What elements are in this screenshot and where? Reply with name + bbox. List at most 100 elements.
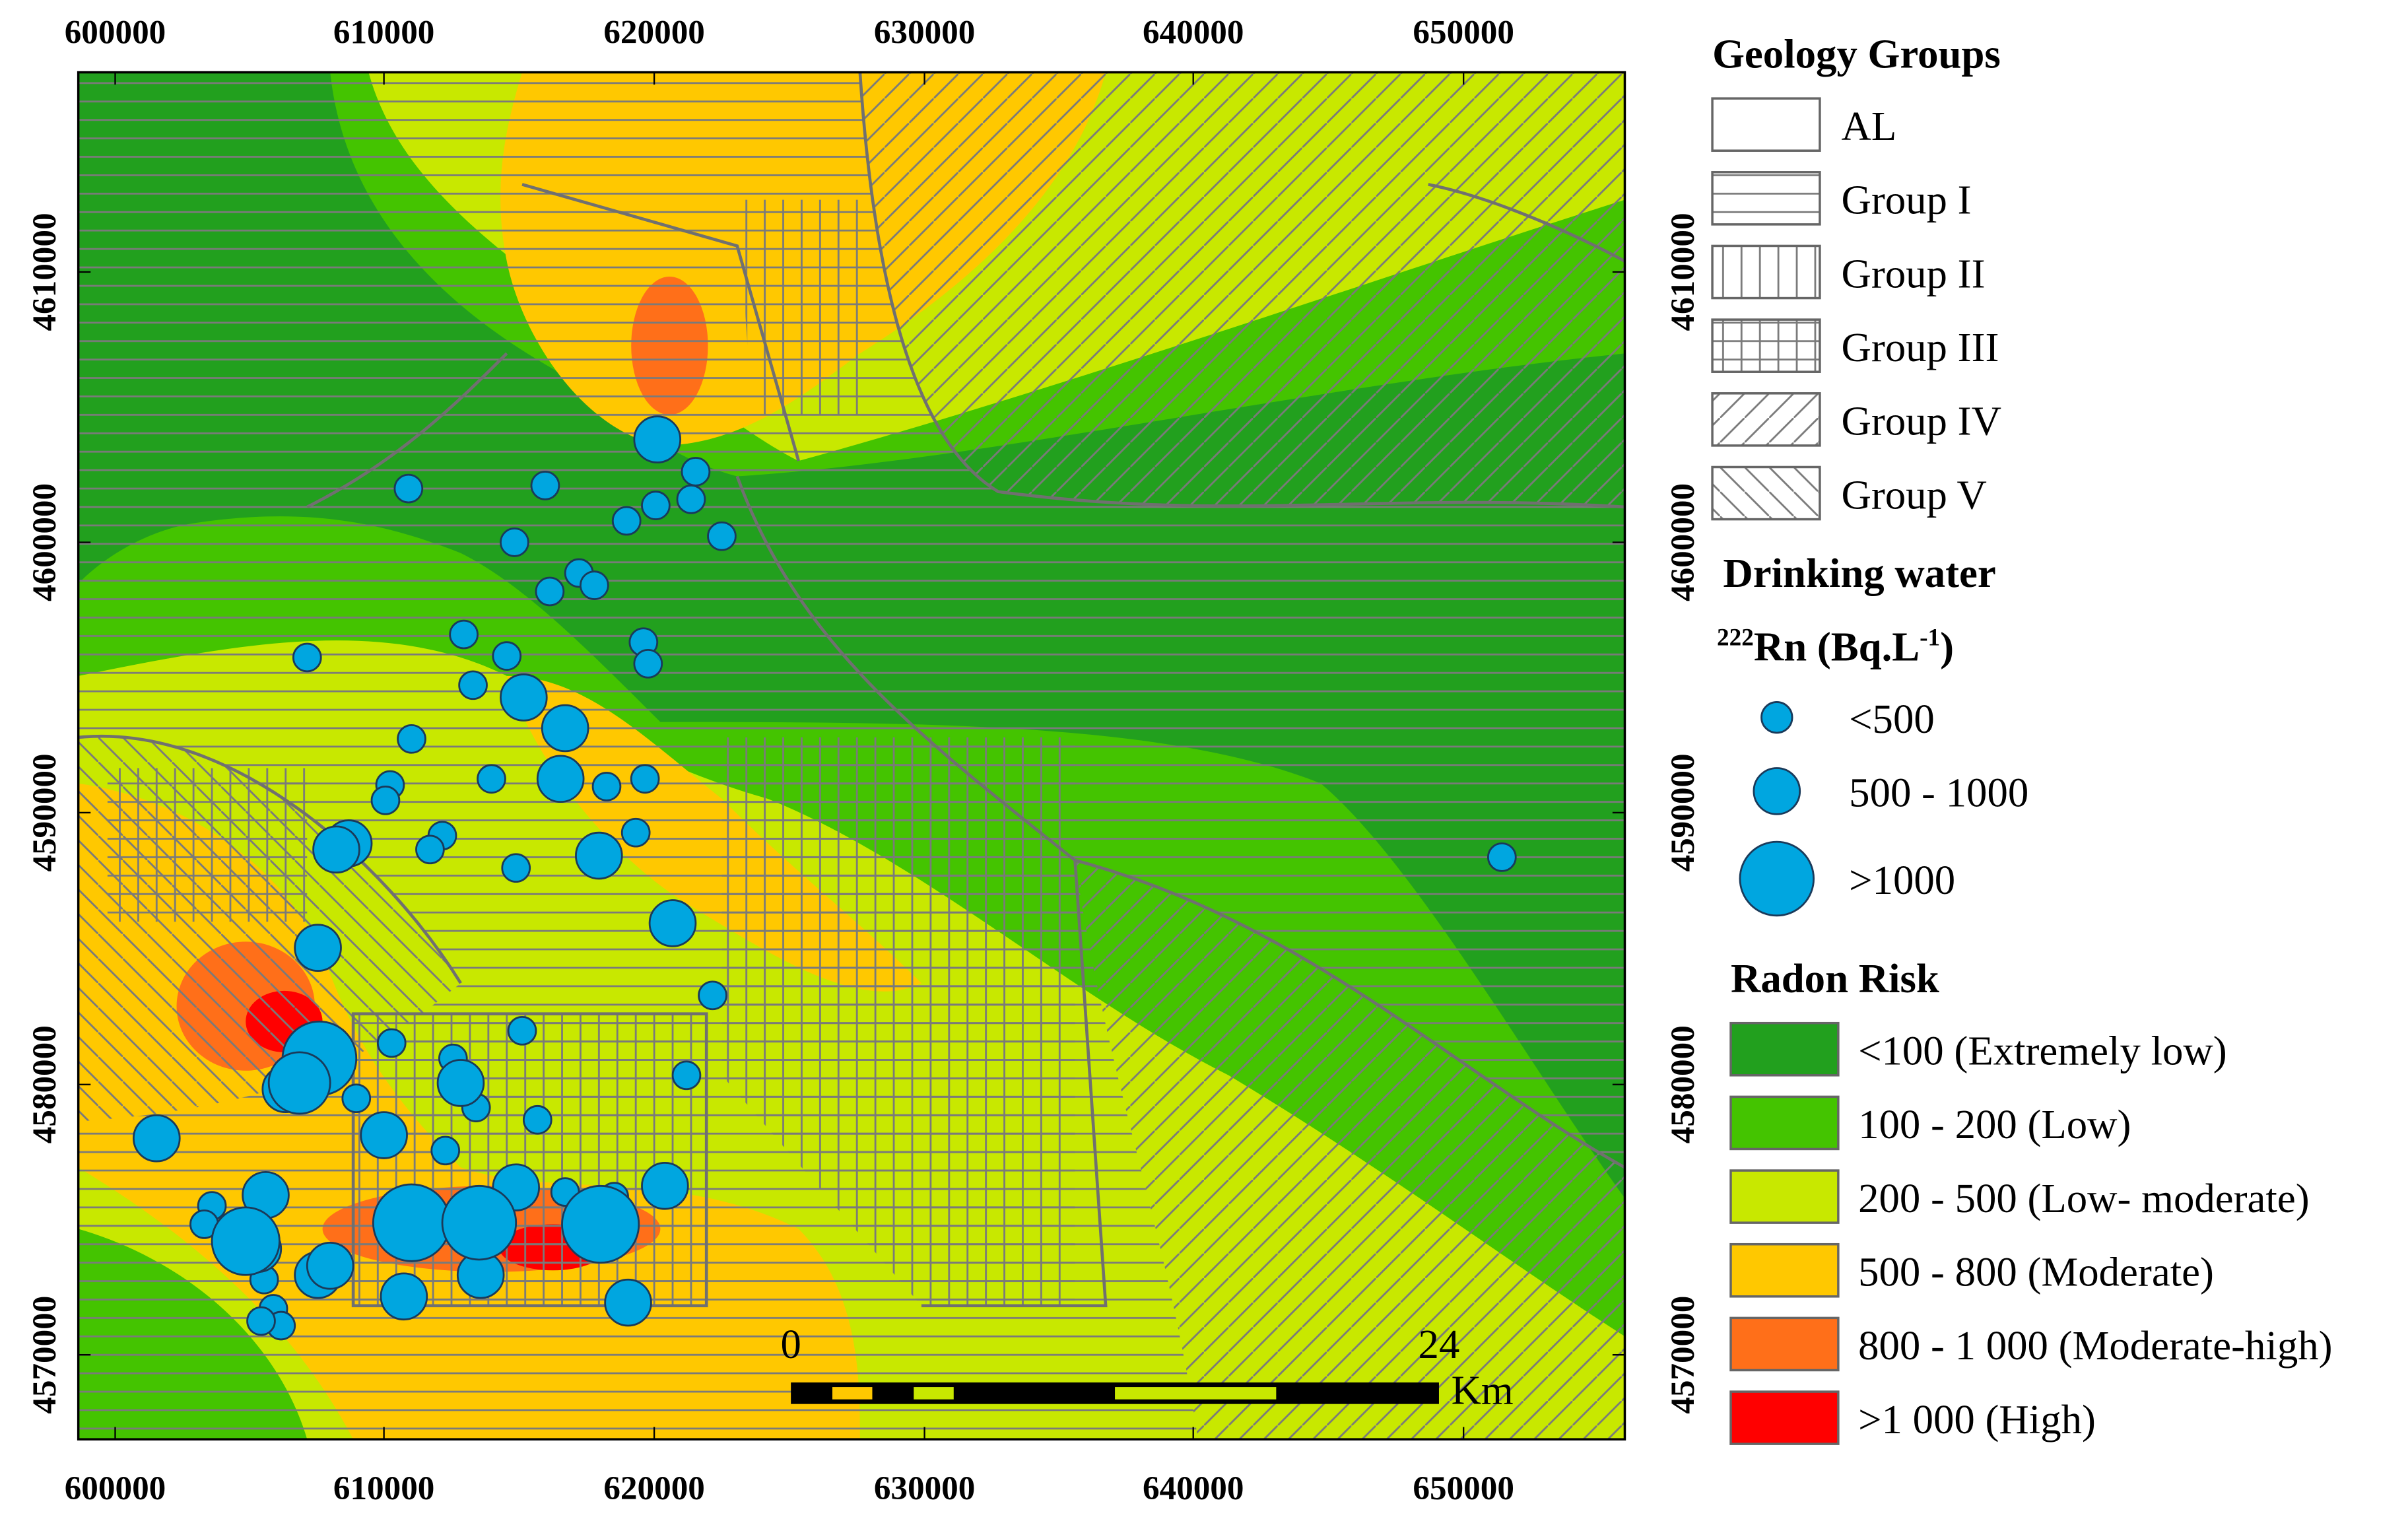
x-tick-label: 640000 — [1143, 13, 1244, 51]
legend-label: >1000 — [1849, 857, 1955, 903]
legend-label: AL — [1842, 103, 1897, 149]
y-tick-label: 4600000 — [26, 483, 63, 601]
x-tick-label: 620000 — [603, 1470, 705, 1507]
legend-swatch — [1729, 1242, 1840, 1298]
sample-point — [530, 471, 560, 500]
legend-swatch — [1711, 392, 1821, 447]
sample-point — [698, 980, 727, 1011]
legend-label: <100 (Extremely low) — [1858, 1028, 2227, 1074]
sample-point — [376, 1028, 407, 1058]
sample-point — [536, 755, 585, 803]
sample-point — [133, 1114, 181, 1163]
superscript: 222 — [1717, 624, 1754, 651]
scale-start: 0 — [780, 1321, 801, 1367]
legend-label: 500 - 800 (Moderate) — [1858, 1249, 2214, 1295]
superscript: -1 — [1920, 624, 1940, 651]
sample-point — [648, 899, 697, 947]
legend-label: 100 - 200 (Low) — [1858, 1101, 2131, 1147]
x-tick-label: 620000 — [603, 13, 705, 51]
sample-point — [306, 1241, 354, 1290]
sample-point — [430, 1136, 461, 1166]
legend-label: 500 - 1000 — [1849, 770, 2028, 816]
legend-symbol — [1739, 840, 1815, 917]
map-frame — [77, 71, 1626, 1441]
sample-point — [449, 619, 479, 650]
legend-title: 222Rn (Bq.L-1) — [1717, 624, 1954, 670]
sample-point — [341, 1083, 372, 1114]
x-tick-label: 650000 — [1413, 13, 1514, 51]
sample-point — [575, 831, 623, 880]
y-tick-label: 4590000 — [1664, 753, 1702, 871]
x-tick-label: 650000 — [1413, 1470, 1514, 1507]
sample-point — [604, 1278, 652, 1327]
y-tick-label: 4570000 — [1664, 1296, 1702, 1414]
legend-symbol — [1760, 701, 1793, 734]
sample-point — [500, 527, 529, 557]
legend-label: 200 - 500 (Low- moderate) — [1858, 1175, 2310, 1221]
y-tick-label: 4570000 — [26, 1296, 63, 1414]
sample-point — [458, 670, 488, 700]
sample-point — [611, 506, 642, 536]
sample-point — [641, 1162, 689, 1210]
x-tick-label: 610000 — [333, 13, 435, 51]
y-tick-label: 4600000 — [1664, 483, 1702, 601]
x-tick-label: 640000 — [1143, 1470, 1244, 1507]
unit: ) — [1940, 624, 1954, 670]
legend-swatch — [1711, 318, 1821, 373]
sample-point — [681, 457, 711, 487]
sample-point — [211, 1206, 281, 1276]
legend-title: Geology Groups — [1712, 31, 2001, 77]
scale-bar-segment — [832, 1387, 873, 1400]
sample-point — [292, 642, 322, 673]
sample-point — [620, 817, 651, 848]
legend-label: Group V — [1842, 471, 1987, 518]
sample-point — [541, 704, 589, 753]
scale-unit: Km — [1452, 1367, 1514, 1413]
sample-point — [580, 570, 609, 600]
sample-point — [676, 485, 706, 514]
legend-title: Drinking water — [1723, 550, 1995, 596]
y-tick-label: 4610000 — [1664, 213, 1702, 331]
sample-point — [370, 786, 401, 815]
sample-point — [312, 825, 360, 874]
sample-point — [246, 1306, 276, 1336]
unit: Rn (Bq.L — [1754, 624, 1920, 670]
map-body — [78, 72, 1625, 1440]
sample-point — [294, 924, 342, 972]
x-tick-label: 630000 — [874, 13, 976, 51]
legend-title: Radon Risk — [1731, 955, 1939, 1001]
legend-label: Group IV — [1842, 398, 2001, 444]
sample-point — [360, 1111, 408, 1159]
sample-point — [707, 521, 737, 551]
legend-swatch — [1711, 244, 1821, 300]
x-tick-label: 630000 — [874, 1470, 976, 1507]
y-tick-label: 4590000 — [26, 753, 63, 871]
sample-point — [372, 1183, 452, 1262]
sample-point — [630, 764, 660, 794]
sample-point — [561, 1184, 640, 1264]
y-tick-label: 4580000 — [1664, 1025, 1702, 1143]
sample-point — [492, 641, 522, 671]
sample-points — [133, 415, 1517, 1341]
sample-point — [633, 415, 682, 463]
legend-swatch — [1729, 1316, 1840, 1372]
geology-group-2 — [737, 199, 860, 415]
x-tick-label: 610000 — [333, 1470, 435, 1507]
sample-point — [397, 724, 426, 754]
sample-point — [380, 1272, 428, 1321]
legend-label: 800 - 1 000 (Moderate-high) — [1858, 1322, 2333, 1369]
scale-end: 24 — [1419, 1321, 1460, 1367]
legend-swatch — [1711, 465, 1821, 521]
legend-label: >1 000 (High) — [1858, 1396, 2096, 1442]
legend-swatch — [1729, 1390, 1840, 1445]
geology-group-4 — [859, 72, 1625, 1440]
sample-point — [535, 576, 565, 607]
legend-label: <500 — [1849, 696, 1935, 742]
sample-point — [507, 1015, 537, 1046]
legend-label: Group I — [1842, 177, 1972, 223]
sample-point — [500, 673, 548, 722]
scale-bar-segment — [914, 1387, 954, 1400]
